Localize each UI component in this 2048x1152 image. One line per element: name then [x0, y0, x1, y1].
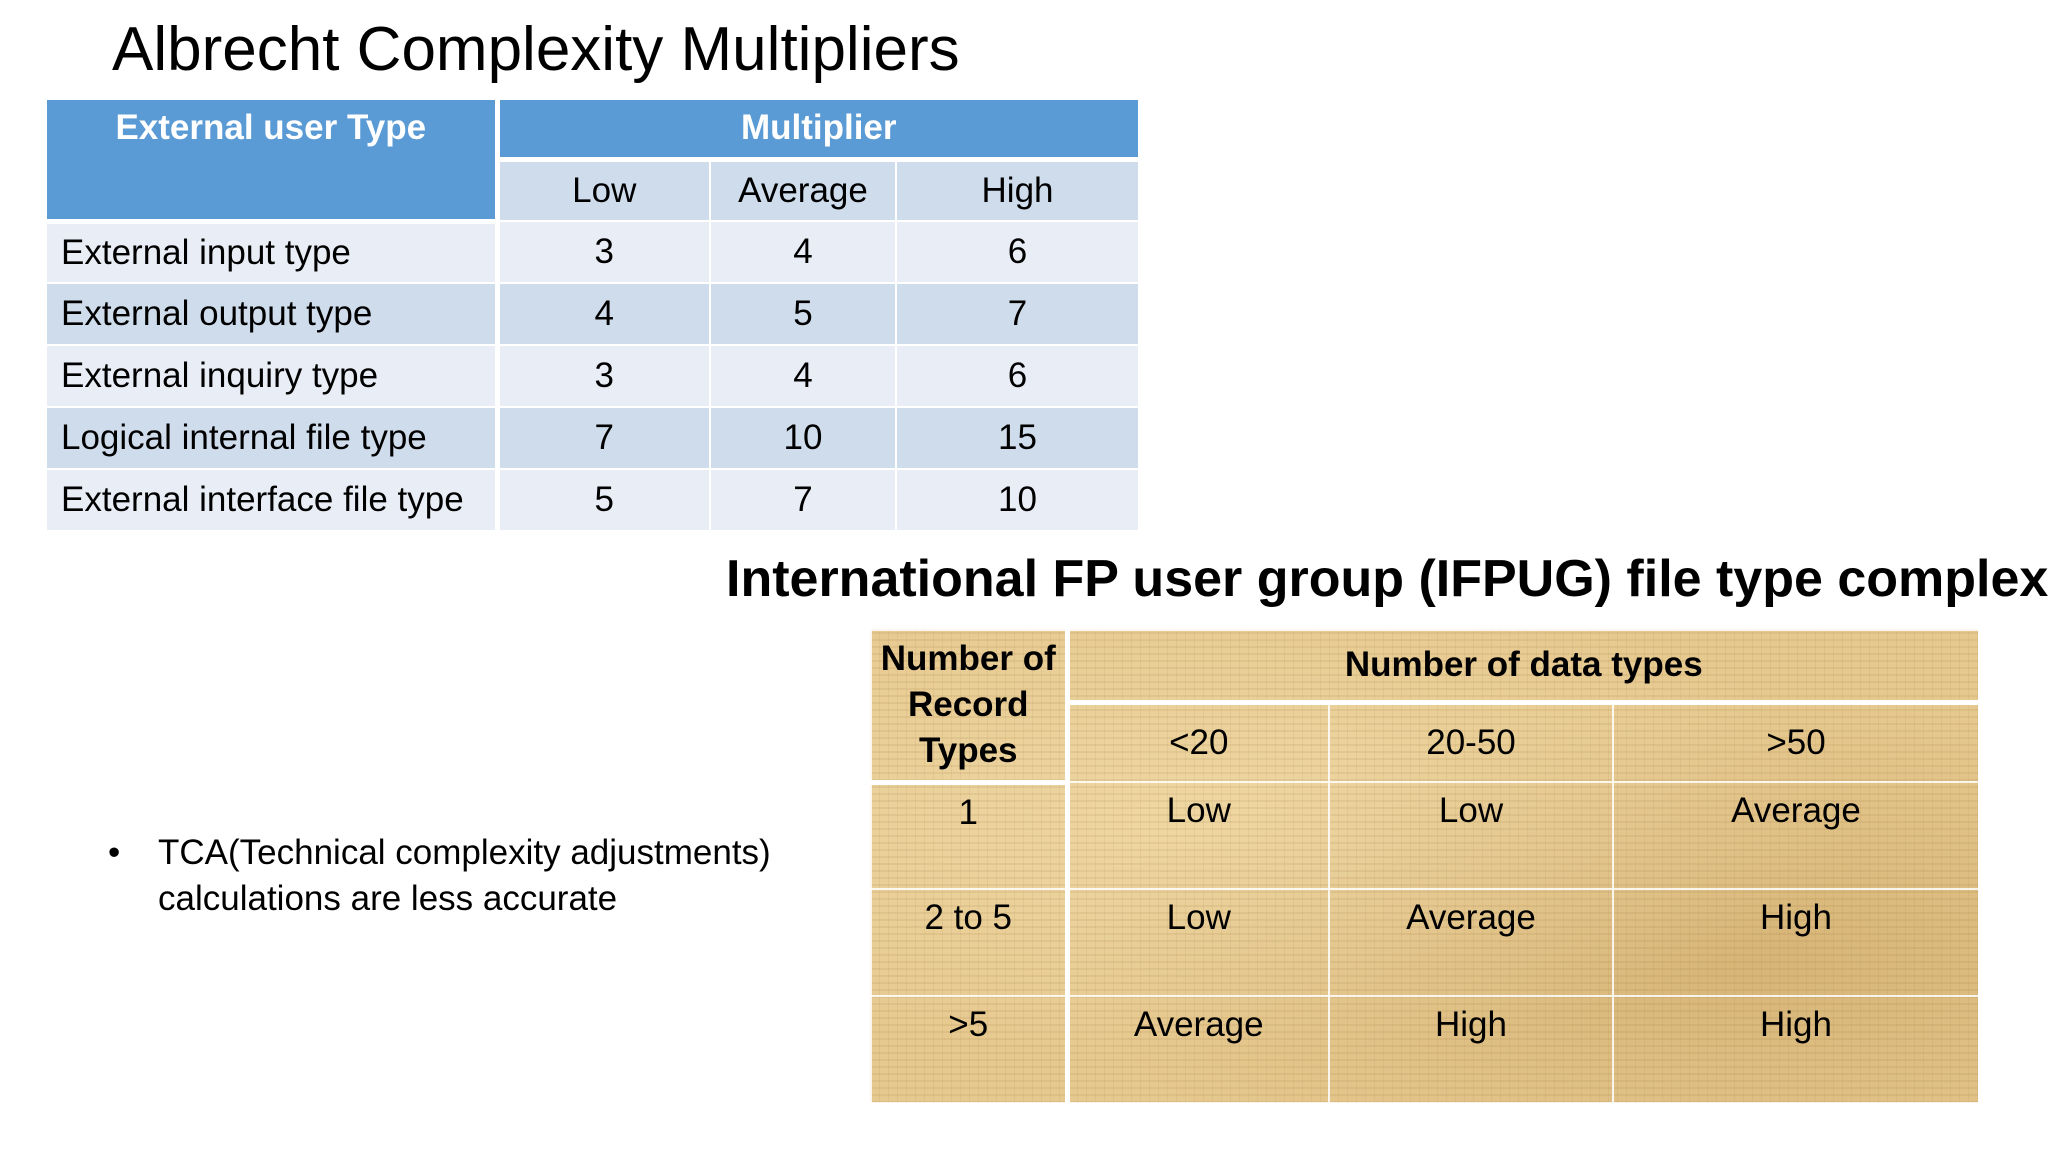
- cell-average: 10: [709, 406, 897, 470]
- table-row: Logical internal file type 7 10 15: [45, 406, 1141, 470]
- cell-records: 2 to 5: [870, 888, 1070, 997]
- cell-low: 4: [496, 282, 711, 346]
- cell-lt-20: Average: [1066, 995, 1330, 1104]
- cell-average: 4: [709, 344, 897, 408]
- row-label: External interface file type: [45, 468, 500, 532]
- cell-gt-50: High: [1612, 995, 1980, 1104]
- cell-low: 5: [496, 468, 711, 532]
- cell-high: 6: [894, 344, 1141, 408]
- header-number-of-data-types: Number of data types: [1066, 629, 1980, 705]
- cell-records: >5: [870, 995, 1070, 1104]
- cell-average: 5: [709, 282, 897, 346]
- table-row: 1 Low Low Average: [870, 781, 1980, 890]
- albrecht-multipliers-table: External user Type Multiplier Low Averag…: [45, 98, 1141, 532]
- header-number-of-record-types: Number of Record Types: [870, 629, 1070, 785]
- cell-average: 7: [709, 468, 897, 532]
- table-row: External inquiry type 3 4 6: [45, 344, 1141, 408]
- header-gt-50: >50: [1612, 701, 1980, 783]
- table-row: External output type 4 5 7: [45, 282, 1141, 346]
- cell-low: 3: [496, 220, 711, 284]
- header-20-50: 20-50: [1328, 701, 1614, 783]
- table-row: External input type 3 4 6: [45, 220, 1141, 284]
- table-row: 2 to 5 Low Average High: [870, 888, 1980, 997]
- cell-gt-50: High: [1612, 888, 1980, 997]
- ifpug-table-background: Number of Record Types Number of data ty…: [870, 629, 1980, 1104]
- bullet-item: • TCA(Technical complexity adjustments) …: [108, 830, 808, 922]
- cell-20-50: High: [1328, 995, 1614, 1104]
- header-average: Average: [709, 158, 897, 222]
- cell-high: 15: [894, 406, 1141, 470]
- bullet-symbol: •: [108, 833, 121, 872]
- header-lt-20: <20: [1066, 701, 1330, 783]
- cell-high: 10: [894, 468, 1141, 532]
- table-row: External interface file type 5 7 10: [45, 468, 1141, 532]
- table-row: >5 Average High High: [870, 995, 1980, 1104]
- ifpug-complexity-table: Number of Record Types Number of data ty…: [870, 629, 1980, 1104]
- row-label: External output type: [45, 282, 500, 346]
- bullet-text: TCA(Technical complexity adjustments) ca…: [158, 833, 771, 918]
- cell-high: 7: [894, 282, 1141, 346]
- albrecht-title: Albrecht Complexity Multipliers: [112, 15, 960, 84]
- ifpug-title: International FP user group (IFPUG) file…: [726, 550, 2048, 608]
- row-label: External inquiry type: [45, 344, 500, 408]
- cell-lt-20: Low: [1066, 781, 1330, 890]
- cell-average: 4: [709, 220, 897, 284]
- header-multiplier: Multiplier: [495, 98, 1141, 162]
- row-label: External input type: [45, 220, 500, 284]
- cell-high: 6: [894, 220, 1141, 284]
- row-label: Logical internal file type: [45, 406, 500, 470]
- cell-lt-20: Low: [1066, 888, 1330, 997]
- header-external-user-type: External user Type: [45, 98, 500, 224]
- cell-gt-50: Average: [1612, 781, 1980, 890]
- cell-low: 7: [496, 406, 711, 470]
- cell-20-50: Low: [1328, 781, 1614, 890]
- cell-20-50: Average: [1328, 888, 1614, 997]
- cell-low: 3: [496, 344, 711, 408]
- header-low: Low: [496, 158, 711, 222]
- header-high: High: [894, 158, 1141, 222]
- cell-records: 1: [870, 781, 1070, 890]
